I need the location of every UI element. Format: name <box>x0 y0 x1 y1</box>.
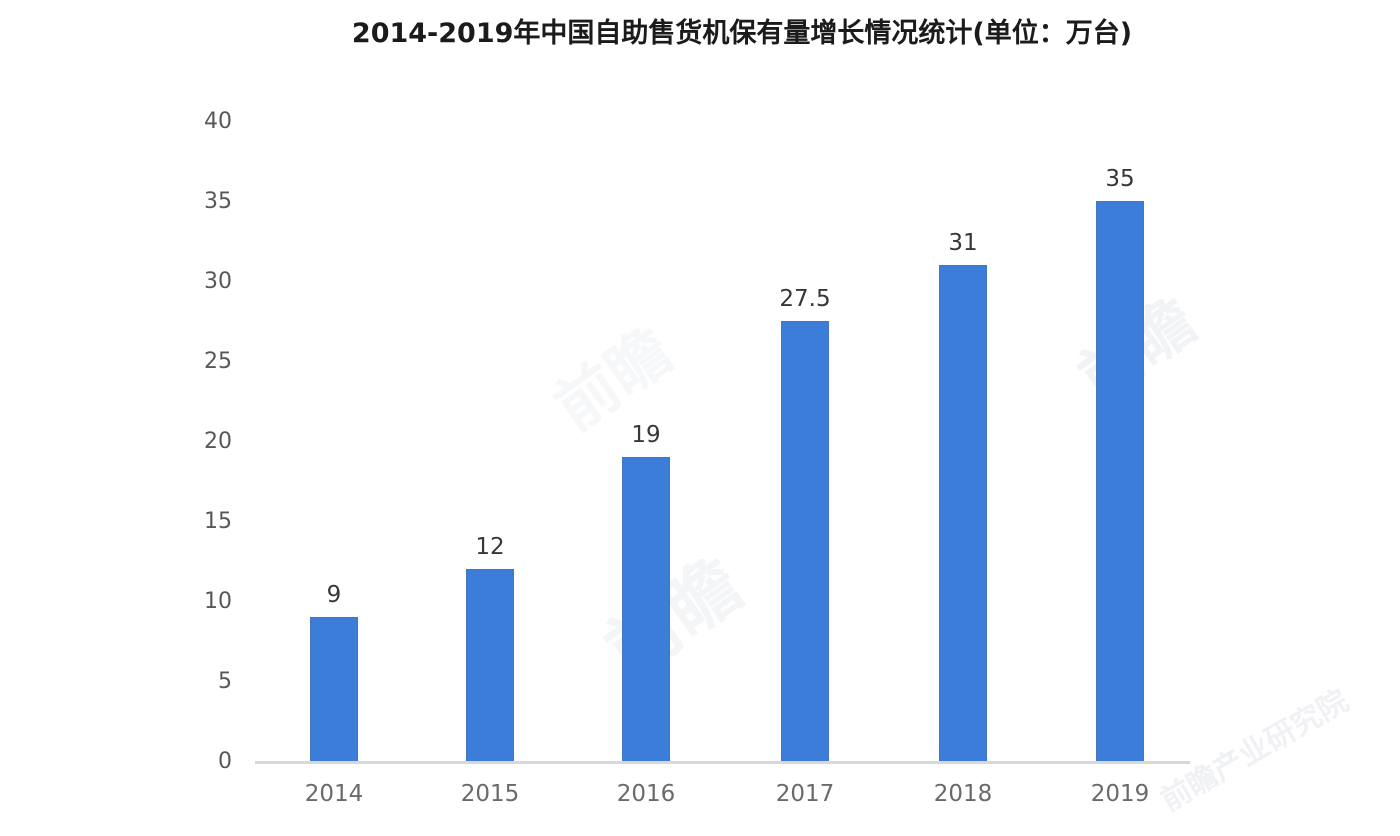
x-tick-label: 2018 <box>933 781 993 807</box>
y-tick-label: 0 <box>218 749 232 774</box>
bar-value-label: 35 <box>1105 166 1135 192</box>
y-tick-label: 35 <box>204 189 232 214</box>
y-tick-label: 40 <box>204 109 232 134</box>
x-tick-label: 2014 <box>304 781 364 807</box>
y-tick-label: 30 <box>204 269 232 294</box>
bar-value-label: 31 <box>948 230 978 256</box>
bar-value-label: 9 <box>326 582 342 608</box>
x-tick-label: 2019 <box>1090 781 1150 807</box>
bar-value-label: 27.5 <box>779 286 831 312</box>
y-tick-label: 15 <box>204 509 232 534</box>
x-tick-label: 2017 <box>775 781 835 807</box>
x-tick-label: 2015 <box>460 781 520 807</box>
bar-2016 <box>622 457 670 761</box>
x-tick-label: 2016 <box>616 781 676 807</box>
bar-2015 <box>466 569 514 761</box>
y-tick-label: 5 <box>218 669 232 694</box>
bar-value-label: 12 <box>475 534 505 560</box>
y-tick-label: 20 <box>204 429 232 454</box>
bar-2018 <box>939 265 987 761</box>
watermark-text: 前瞻 <box>590 542 757 694</box>
bar-2019 <box>1096 201 1144 761</box>
bar-2014 <box>310 617 358 761</box>
y-tick-label: 10 <box>204 589 232 614</box>
bar-value-label: 19 <box>631 422 661 448</box>
x-axis-line <box>255 761 1190 764</box>
y-tick-label: 25 <box>204 349 232 374</box>
bar-2017 <box>781 321 829 761</box>
chart-title: 2014-2019年中国自助售货机保有量增长情况统计(单位：万台) <box>351 18 1133 49</box>
